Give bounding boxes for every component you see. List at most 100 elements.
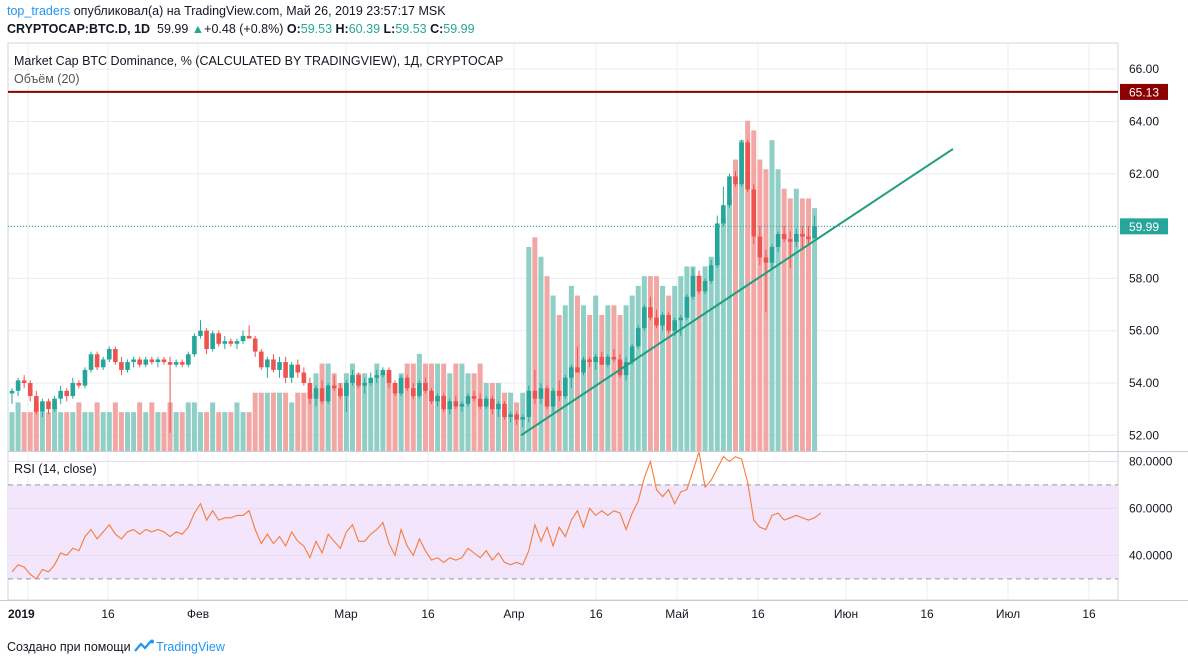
footer-brand-link[interactable]: TradingView bbox=[156, 640, 225, 654]
volume-bar bbox=[532, 237, 538, 451]
candle-body bbox=[611, 356, 617, 360]
price-tick-label: 52.00 bbox=[1129, 428, 1159, 442]
candle-body bbox=[94, 354, 100, 368]
rsi-tick-label: 80.0000 bbox=[1129, 454, 1173, 468]
volume-bar bbox=[690, 266, 696, 451]
volume-bar bbox=[210, 402, 216, 451]
volume-bar bbox=[106, 412, 112, 451]
candle-body bbox=[222, 341, 228, 344]
time-tick-label: 16 bbox=[589, 607, 603, 621]
volume-bar bbox=[465, 373, 471, 451]
footer-created-text: Создано при помощи bbox=[7, 640, 131, 654]
volume-bar bbox=[666, 295, 672, 451]
volume-bar bbox=[793, 188, 799, 451]
candle-body bbox=[471, 396, 477, 399]
volume-bar bbox=[514, 402, 520, 451]
candle-body bbox=[392, 383, 398, 394]
candle-body bbox=[599, 356, 605, 365]
rsi-band bbox=[8, 484, 1118, 579]
last-price-tag-bg bbox=[1120, 218, 1168, 235]
candle-body bbox=[708, 265, 714, 281]
volume-bar bbox=[429, 363, 435, 451]
candle-body bbox=[70, 383, 76, 397]
published-text: опубликовал(а) на TradingView.com, Май 2… bbox=[73, 4, 446, 18]
volume-bar bbox=[526, 247, 532, 451]
candle-body bbox=[362, 383, 367, 386]
volume-bar bbox=[301, 392, 307, 451]
candle-body bbox=[514, 414, 519, 420]
candle-body bbox=[258, 351, 264, 368]
volume-legend[interactable]: Объём (20) bbox=[14, 72, 80, 86]
candle-body bbox=[812, 226, 817, 239]
volume-bar bbox=[672, 285, 678, 451]
volume-bar bbox=[404, 363, 410, 451]
candle-body bbox=[666, 315, 671, 331]
volume-bar bbox=[374, 363, 380, 451]
volume-bar bbox=[386, 373, 392, 451]
footer: Создано при помощи TradingView bbox=[7, 639, 225, 654]
candle-body bbox=[106, 349, 112, 360]
time-tick-label: Июл bbox=[996, 607, 1020, 621]
candle-body bbox=[125, 362, 130, 370]
candle-body bbox=[800, 233, 805, 237]
candle-body bbox=[794, 233, 799, 242]
volume-bar bbox=[21, 412, 27, 451]
time-tick-label: Мар bbox=[334, 607, 358, 621]
close-value: 59.99 bbox=[443, 22, 475, 36]
volume-bar bbox=[660, 285, 666, 451]
price-tick-label: 64.00 bbox=[1129, 114, 1159, 128]
candle-body bbox=[417, 383, 422, 397]
volume-bar bbox=[137, 402, 143, 451]
volume-bar bbox=[599, 315, 605, 451]
volume-bar bbox=[15, 402, 21, 451]
candle-body bbox=[34, 396, 39, 412]
volume-bar bbox=[538, 256, 544, 451]
candle-body bbox=[629, 346, 635, 363]
rsi-legend[interactable]: RSI (14, close) bbox=[14, 462, 97, 476]
volume-bar bbox=[222, 412, 228, 451]
candle-body bbox=[423, 383, 428, 391]
candle-body bbox=[27, 383, 33, 397]
candle-body bbox=[21, 380, 27, 383]
author-link[interactable]: top_traders bbox=[7, 4, 71, 18]
volume-bar bbox=[368, 383, 374, 451]
candle-body bbox=[210, 333, 215, 349]
volume-bar bbox=[112, 402, 118, 451]
time-tick-label: 16 bbox=[751, 607, 765, 621]
volume-bar bbox=[264, 392, 270, 451]
candle-body bbox=[15, 380, 21, 391]
candle-body bbox=[368, 377, 374, 383]
candle-body bbox=[806, 236, 811, 240]
candle-body bbox=[769, 247, 775, 263]
candle-body bbox=[82, 369, 88, 386]
volume-bar bbox=[574, 295, 580, 451]
candle-body bbox=[198, 330, 203, 336]
time-tick-label: Июн bbox=[834, 607, 858, 621]
candle-body bbox=[265, 359, 270, 368]
candle-body bbox=[465, 396, 471, 404]
volume-bar bbox=[581, 305, 587, 451]
open-value: 59.53 bbox=[300, 22, 333, 36]
change-arrow-icon: ▲ bbox=[191, 22, 205, 36]
volume-bar bbox=[362, 373, 368, 451]
volume-bar bbox=[39, 412, 45, 451]
volume-bar bbox=[185, 402, 191, 451]
volume-bar bbox=[313, 373, 319, 451]
candle-body bbox=[149, 359, 155, 363]
volume-bar bbox=[398, 373, 404, 451]
volume-bar bbox=[52, 402, 58, 451]
volume-bar bbox=[234, 402, 240, 451]
volume-bar bbox=[708, 256, 714, 451]
candle-body bbox=[301, 372, 307, 383]
main-series-legend[interactable]: Market Cap BTC Dominance, % (CALCULATED … bbox=[14, 54, 504, 68]
candle-body bbox=[441, 396, 446, 410]
candle-body bbox=[319, 388, 325, 402]
volume-bar bbox=[483, 383, 489, 451]
candle-body bbox=[143, 359, 149, 365]
candle-body bbox=[64, 390, 70, 397]
candle-body bbox=[380, 369, 386, 376]
candle-body bbox=[179, 362, 185, 365]
volume-bar bbox=[70, 412, 76, 451]
candle-body bbox=[46, 401, 51, 410]
